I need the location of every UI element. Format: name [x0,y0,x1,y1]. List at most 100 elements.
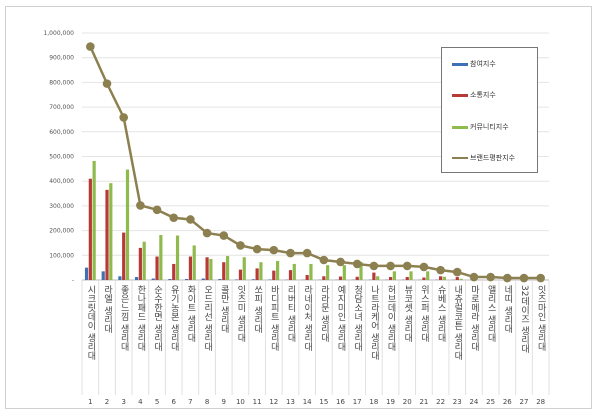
bar-communication [372,272,376,280]
bar-communication [422,277,426,280]
brand-reputation-point [102,79,112,88]
y-tick-label: 1,000,000 [43,30,74,37]
rank-label: 5 [154,398,160,406]
brand-reputation-point [536,273,545,283]
rank-label: 3 [121,398,126,406]
y-tick-label: 700,000 [49,104,74,111]
bar-community [292,263,296,280]
brand-reputation-point [136,201,145,210]
bar-community [426,271,430,280]
x-tick-label: 유기농본 생리대 [168,285,179,351]
x-tick-label: 콜만 생리대 [218,285,229,333]
rank-label: 14 [302,398,312,406]
rank-label: 12 [269,398,279,406]
x-tick-label: 허브데이 생리대 [385,285,396,351]
bar-participation [201,278,205,280]
bar-communication [188,256,193,280]
brand-reputation-point [452,267,462,277]
x-tick-label: 화이트 생리대 [185,285,196,342]
brand-reputation-line [89,46,541,280]
bar-community [342,265,346,280]
rank-label: 20 [402,398,412,406]
bar-community [125,169,130,280]
rank-label: 17 [352,398,362,406]
rank-label: 7 [188,398,193,406]
brand-reputation-point [219,231,229,240]
y-tick-label: - [72,277,74,284]
bar-communication [105,189,109,280]
rank-label: 23 [452,398,462,406]
rank-label: 11 [252,398,262,406]
bar-community [225,256,230,280]
rank-label: 21 [419,398,429,406]
y-tick-label: 500,000 [49,154,74,161]
bar-community [376,276,380,280]
y-tick-label: 100,000 [49,252,74,259]
bar-communication [255,268,259,280]
bar-communication [322,276,326,280]
brand-reputation-point [503,273,512,283]
bar-communication [122,232,126,280]
brand-reputation-point [86,42,95,51]
bar-communication [172,263,176,280]
bar-community [309,263,313,280]
bar-community [459,278,463,280]
bar-participation [168,279,172,280]
brand-reputation-point [336,257,345,267]
brand-reputation-point [436,265,445,275]
brand-reputation-point [352,259,362,269]
bar-community [409,271,413,280]
brand-reputation-point [402,261,412,271]
x-tick-label: 쏘피 생리대 [252,285,263,333]
x-tick-label: 라라문 생리대 [318,285,329,342]
rank-label: 16 [336,398,345,406]
rank-label: 28 [536,398,546,406]
bar-communication [238,269,243,280]
rank-label: 26 [502,398,512,406]
x-tick-label: 좋은느낌 생리대 [118,285,129,351]
brand-reputation-point [302,248,312,258]
x-tick-label: 슈베스 생리대 [435,285,446,342]
bar-participation [101,271,105,280]
rank-label: 6 [171,398,176,406]
x-tick-label: 오드리선 생리대 [202,285,213,351]
rank-label: 9 [221,398,226,406]
bar-community [259,262,263,280]
bar-communication [438,276,443,280]
legend-swatch [452,125,468,129]
brand-reputation-point [469,272,479,282]
x-tick-label: 한나패드 생리대 [135,285,146,351]
bar-participation [185,279,189,280]
legend: 참여지수 소통지수 커뮤니티지수 브랜드평판지수 [441,47,538,173]
x-tick-label: 청담소녀 생리대 [352,285,363,351]
x-tick-label: 예지미인 생리대 [335,285,346,351]
brand-reputation-point [386,261,395,271]
brand-reputation-point [519,273,529,283]
x-tick-label: 앨리스 생리대 [485,285,496,342]
rank-label: 8 [204,398,210,406]
x-tick-label: 뷰코셋 생리대 [402,285,413,342]
bar-communication [205,257,209,280]
bar-communication [272,270,276,280]
legend-item-participation: 참여지수 [452,59,496,69]
x-tick-label: 32데이즈 생리대 [518,285,529,354]
x-tick-label: 잇츠미 생리대 [235,285,246,342]
rank-label: 19 [386,398,395,406]
brand-reputation-point [186,215,195,224]
bar-communication [222,262,226,280]
brand-reputation-point [236,241,245,250]
bar-communication [305,275,309,280]
x-tick-label: 내츄럴코튼 생리대 [452,285,463,360]
legend-line-swatch [452,157,468,159]
rank-label: 24 [469,398,479,406]
x-tick-label: 라네이처 생리대 [302,285,313,351]
bar-communication [88,178,92,280]
bar-participation [151,278,155,280]
rank-label: 2 [104,398,110,406]
legend-swatch [452,62,468,66]
legend-swatch [452,93,468,97]
rank-label: 22 [436,398,446,406]
rank-label: 15 [319,398,329,406]
rank-label: 10 [235,398,245,406]
rank-label: 25 [486,398,496,406]
